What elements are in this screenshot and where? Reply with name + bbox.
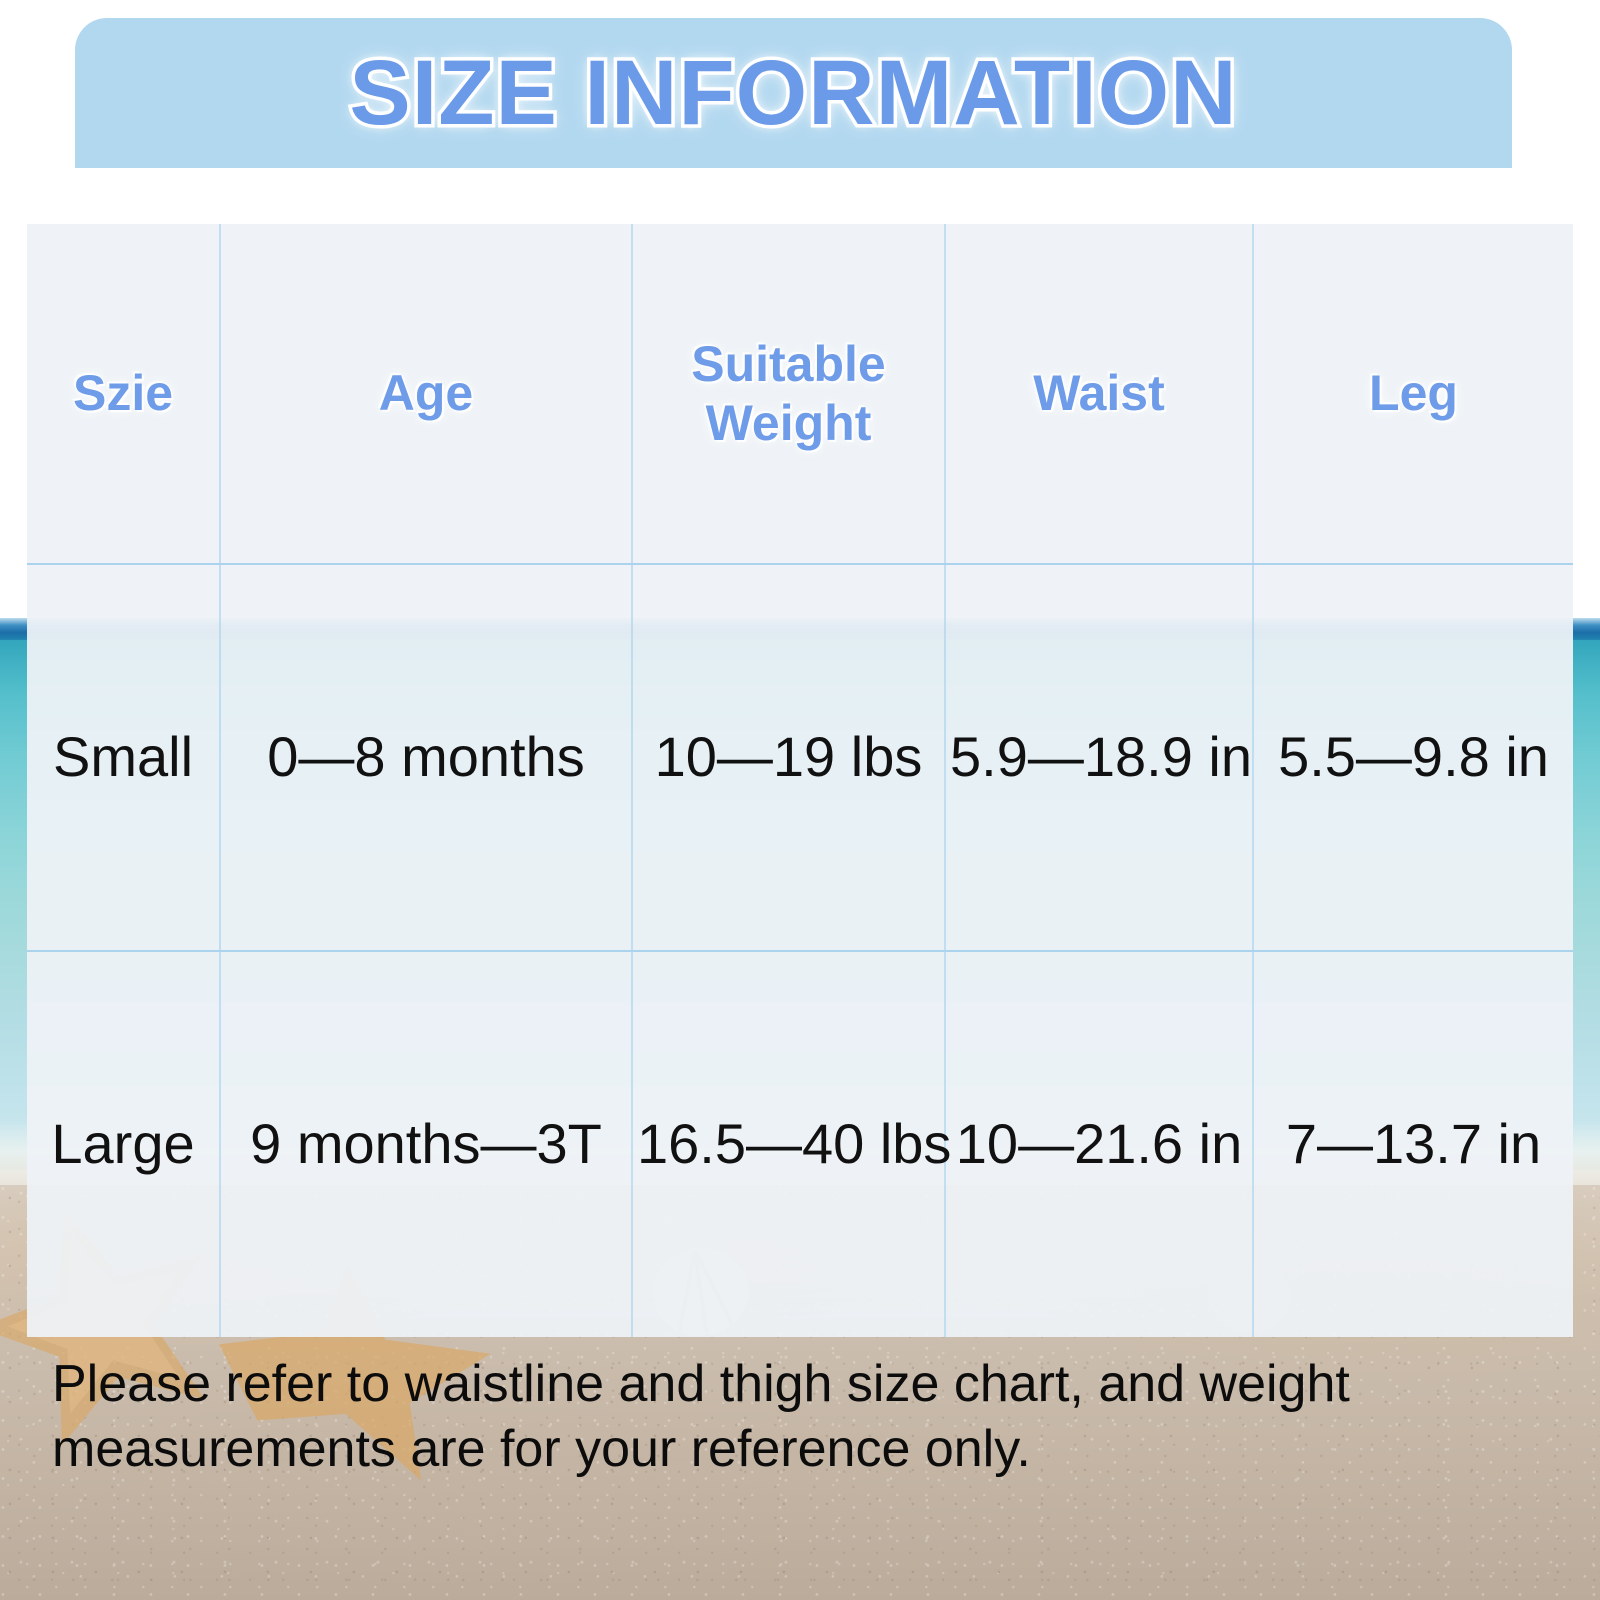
header-row: Szie Age Suitable Weight Waist Leg — [27, 224, 1573, 565]
cell-waist: 5.9—18.9 in — [944, 564, 1253, 952]
table-body: Small 0—8 months 10—19 lbs 5.9—18.9 in 5… — [27, 564, 1573, 1337]
cell-leg-value: 5.5—9.8 in — [1278, 725, 1549, 789]
cell-size: Large — [27, 951, 220, 1338]
size-table: Szie Age Suitable Weight Waist Leg — [27, 224, 1573, 1337]
cell-size-value: Large — [51, 1112, 195, 1176]
page-title: SIZE INFORMATION — [346, 42, 1240, 144]
column-header-weight: Suitable Weight — [631, 224, 945, 565]
cell-leg-value: 7—13.7 in — [1285, 1112, 1542, 1176]
reference-note: Please refer to waistline and thigh size… — [52, 1355, 1350, 1478]
cell-leg: 7—13.7 in — [1252, 950, 1573, 1337]
cell-leg: 5.5—9.8 in — [1252, 564, 1573, 952]
column-header-size-label: Szie — [72, 365, 174, 421]
column-header-waist: Waist — [944, 224, 1253, 565]
cell-size-value: Small — [52, 725, 194, 789]
table-row: Large 9 months—3T 16.5—40 lbs 10—21.6 in… — [27, 950, 1573, 1338]
title-banner: SIZE INFORMATION — [75, 18, 1512, 168]
column-header-age: Age — [219, 224, 632, 565]
cell-age: 0—8 months — [219, 564, 632, 952]
table-row: Small 0—8 months 10—19 lbs 5.9—18.9 in 5… — [27, 564, 1573, 952]
column-header-weight-label-line1: Suitable — [691, 335, 886, 392]
cell-weight: 16.5—40 lbs — [631, 950, 951, 1337]
size-table-panel: Szie Age Suitable Weight Waist Leg — [27, 224, 1573, 1337]
cell-weight-value: 16.5—40 lbs — [637, 1112, 952, 1176]
cell-size: Small — [27, 564, 220, 952]
cell-weight: 10—19 lbs — [631, 564, 945, 952]
column-header-waist-label: Waist — [1033, 365, 1165, 421]
column-header-age-label: Age — [378, 365, 474, 421]
table-header: Szie Age Suitable Weight Waist Leg — [27, 224, 1573, 565]
cell-age: 9 months—3T — [219, 950, 632, 1337]
cell-waist-value: 10—21.6 in — [955, 1112, 1243, 1176]
cell-age-value: 0—8 months — [267, 725, 585, 789]
column-header-size: Szie — [27, 224, 220, 565]
cell-waist: 10—21.6 in — [944, 950, 1253, 1337]
cell-waist-value: 5.9—18.9 in — [950, 725, 1252, 789]
column-header-leg-label: Leg — [1369, 365, 1458, 421]
column-header-weight-label-line2: Weight — [705, 394, 872, 451]
column-header-leg: Leg — [1252, 224, 1573, 565]
starfish-icon-center — [170, 1203, 529, 1517]
cell-age-value: 9 months—3T — [250, 1112, 602, 1176]
cell-weight-value: 10—19 lbs — [654, 725, 923, 789]
